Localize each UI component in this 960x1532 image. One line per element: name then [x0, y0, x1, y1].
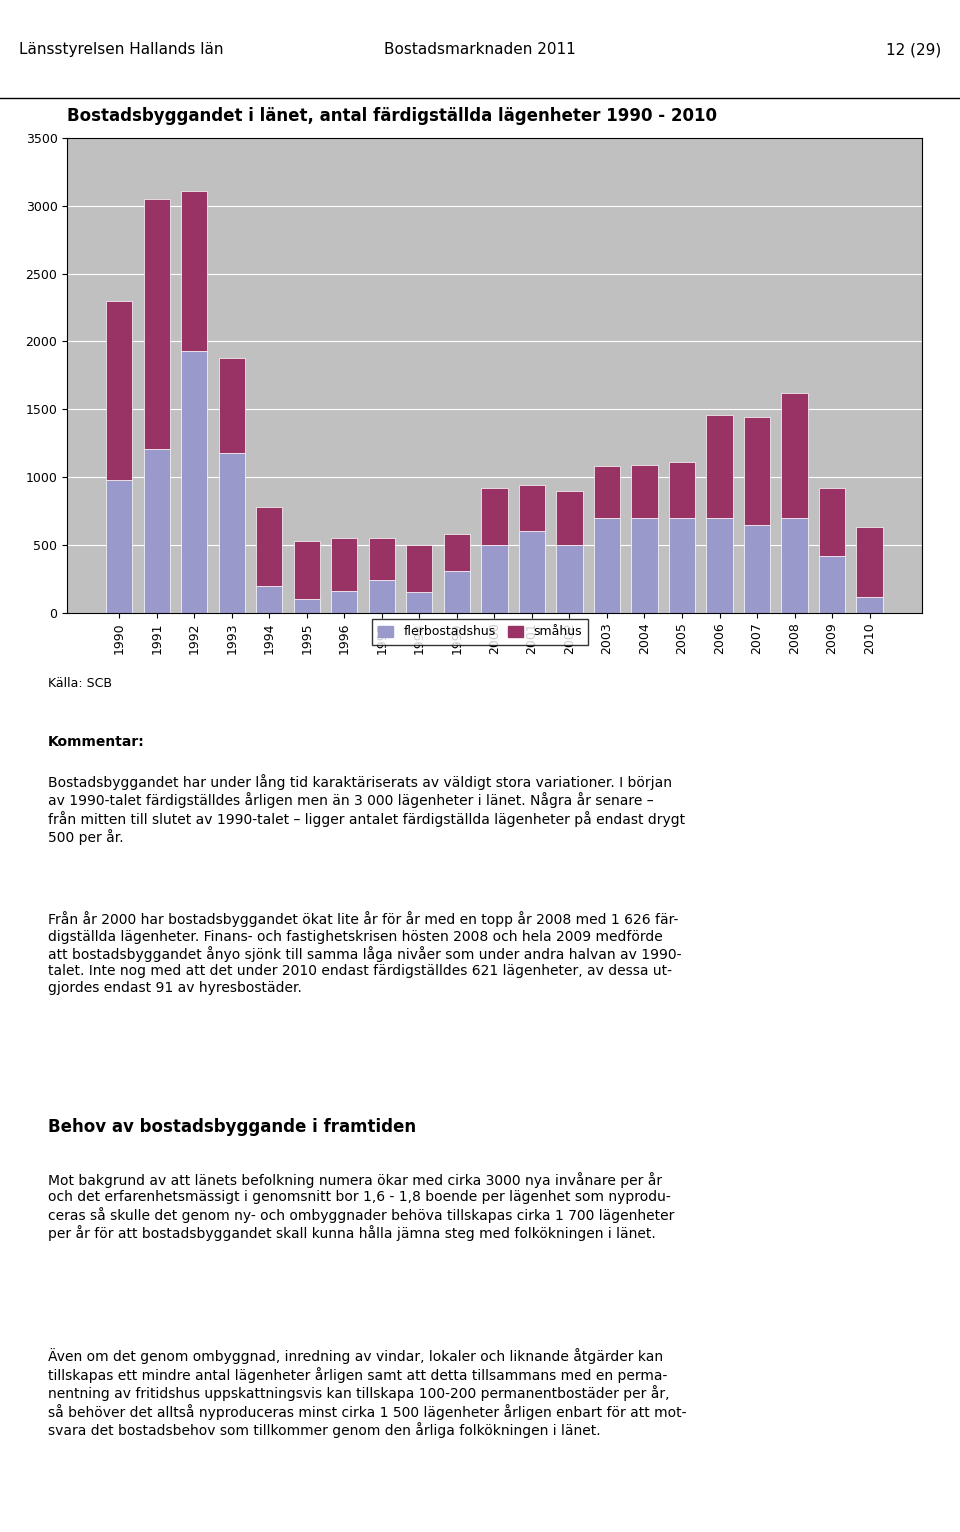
Bar — [594, 518, 620, 613]
Bar — [181, 351, 207, 613]
Bar — [556, 545, 583, 613]
Bar — [707, 415, 732, 518]
Text: Även om det genom ombyggnad, inredning av vindar, lokaler och liknande åtgärder : Även om det genom ombyggnad, inredning a… — [48, 1348, 686, 1439]
Bar — [256, 585, 282, 613]
Bar — [632, 464, 658, 518]
Text: Mot bakgrund av att länets befolkning numera ökar med cirka 3000 nya invånare pe: Mot bakgrund av att länets befolkning nu… — [48, 1172, 674, 1241]
Bar — [669, 518, 695, 613]
Bar — [856, 596, 883, 613]
Text: Bostadsbyggandet i länet, antal färdigställda lägenheter 1990 - 2010: Bostadsbyggandet i länet, antal färdigst… — [67, 107, 717, 126]
Bar — [369, 538, 395, 581]
Bar — [219, 452, 245, 613]
Bar — [106, 300, 132, 480]
Bar — [819, 556, 845, 613]
Bar — [369, 581, 395, 613]
Bar — [106, 480, 132, 613]
Bar — [481, 489, 508, 545]
Bar — [632, 518, 658, 613]
Bar — [331, 538, 357, 591]
Bar — [594, 466, 620, 518]
Bar — [781, 394, 807, 518]
Text: Bostadsmarknaden 2011: Bostadsmarknaden 2011 — [384, 43, 576, 57]
Bar — [481, 545, 508, 613]
Bar — [444, 571, 470, 613]
Bar — [406, 545, 433, 593]
Bar — [744, 417, 770, 524]
Bar — [669, 463, 695, 518]
Bar — [518, 486, 545, 532]
Bar — [781, 518, 807, 613]
Bar — [819, 489, 845, 556]
Text: 12 (29): 12 (29) — [885, 43, 941, 57]
Bar — [707, 518, 732, 613]
Text: Kommentar:: Kommentar: — [48, 735, 145, 749]
Bar — [444, 535, 470, 571]
Bar — [219, 357, 245, 452]
Text: Länsstyrelsen Hallands län: Länsstyrelsen Hallands län — [19, 43, 224, 57]
Bar — [744, 524, 770, 613]
Text: Från år 2000 har bostadsbyggandet ökat lite år för år med en topp år 2008 med 1 : Från år 2000 har bostadsbyggandet ökat l… — [48, 912, 682, 994]
Bar — [331, 591, 357, 613]
Bar — [144, 449, 170, 613]
Bar — [556, 490, 583, 545]
Text: Behov av bostadsbyggande i framtiden: Behov av bostadsbyggande i framtiden — [48, 1118, 416, 1137]
Bar — [256, 507, 282, 585]
Text: Källa: SCB: Källa: SCB — [48, 677, 112, 689]
Bar — [856, 527, 883, 596]
Bar — [406, 593, 433, 613]
Bar — [294, 599, 320, 613]
Bar — [144, 199, 170, 449]
Bar — [181, 192, 207, 351]
Text: Bostadsbyggandet har under lång tid karaktäriserats av väldigt stora variationer: Bostadsbyggandet har under lång tid kara… — [48, 774, 685, 846]
Legend: flerbostadshus, småhus: flerbostadshus, småhus — [372, 619, 588, 645]
Bar — [294, 541, 320, 599]
Bar — [518, 532, 545, 613]
